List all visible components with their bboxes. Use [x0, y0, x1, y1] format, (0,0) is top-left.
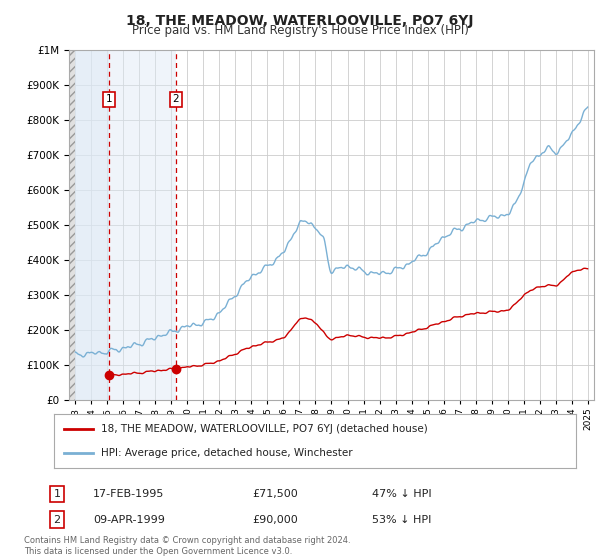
Text: 1: 1: [106, 95, 113, 104]
Text: HPI: Average price, detached house, Winchester: HPI: Average price, detached house, Winc…: [101, 447, 353, 458]
Text: 1: 1: [53, 489, 61, 499]
Text: £90,000: £90,000: [252, 515, 298, 525]
Bar: [76, 50, 109, 400]
Bar: [109, 50, 176, 400]
Text: 53% ↓ HPI: 53% ↓ HPI: [372, 515, 431, 525]
Bar: [69, 50, 76, 400]
Text: 18, THE MEADOW, WATERLOOVILLE, PO7 6YJ: 18, THE MEADOW, WATERLOOVILLE, PO7 6YJ: [126, 14, 474, 28]
Text: 18, THE MEADOW, WATERLOOVILLE, PO7 6YJ (detached house): 18, THE MEADOW, WATERLOOVILLE, PO7 6YJ (…: [101, 424, 428, 435]
Text: £71,500: £71,500: [252, 489, 298, 499]
Text: Price paid vs. HM Land Registry's House Price Index (HPI): Price paid vs. HM Land Registry's House …: [131, 24, 469, 37]
Bar: [69, 50, 76, 400]
Text: Contains HM Land Registry data © Crown copyright and database right 2024.
This d: Contains HM Land Registry data © Crown c…: [24, 536, 350, 556]
Text: 47% ↓ HPI: 47% ↓ HPI: [372, 489, 431, 499]
Text: 2: 2: [172, 95, 179, 104]
Text: 09-APR-1999: 09-APR-1999: [93, 515, 165, 525]
Text: 2: 2: [53, 515, 61, 525]
Text: 17-FEB-1995: 17-FEB-1995: [93, 489, 164, 499]
